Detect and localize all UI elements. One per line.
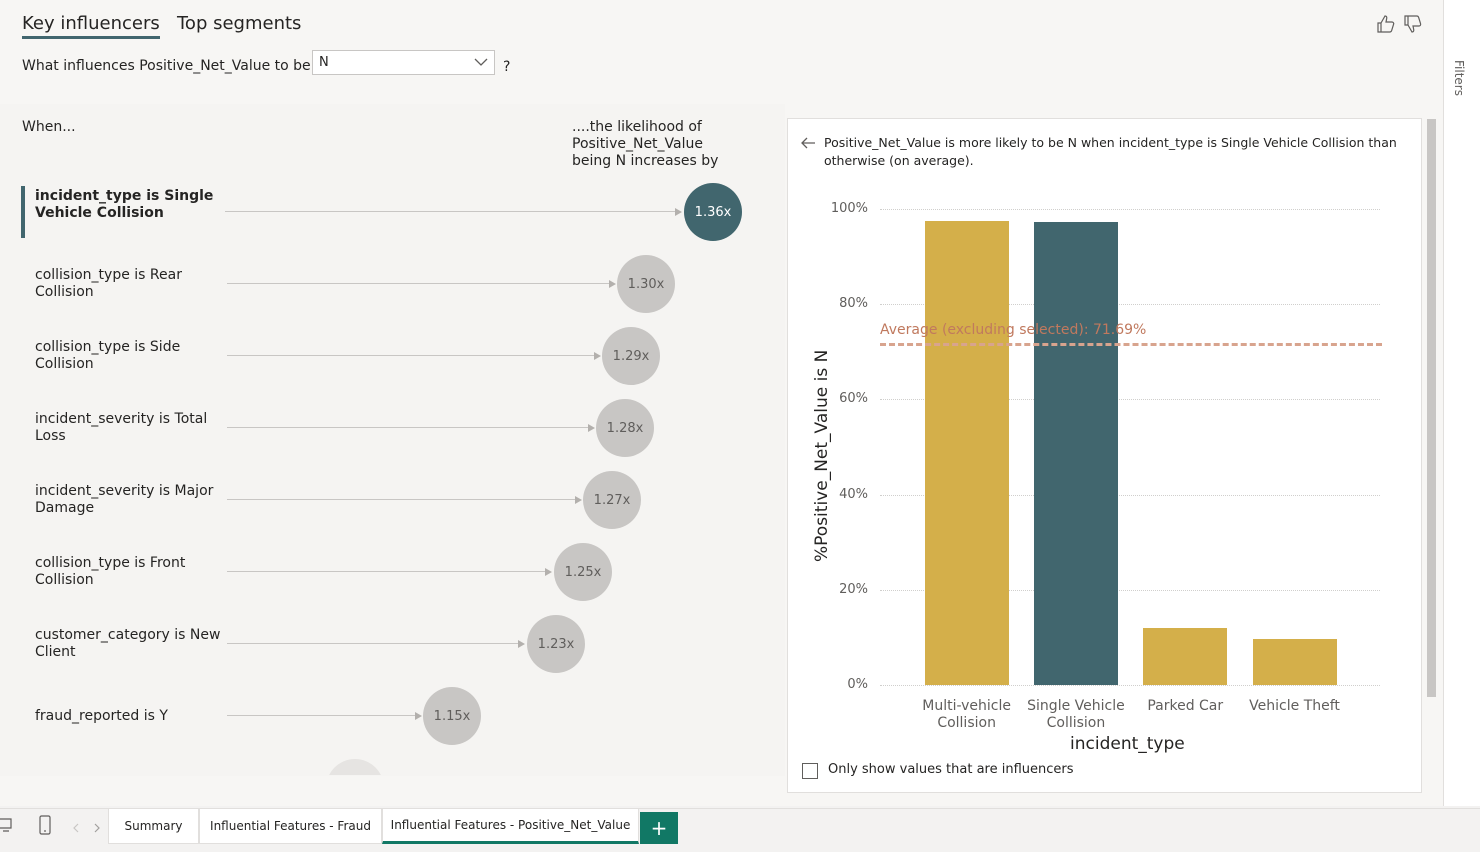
chevron-down-icon [474, 58, 488, 66]
y-tick-label: 60% [839, 391, 868, 407]
arrow-right-icon [588, 424, 595, 432]
y-gridline [880, 685, 1380, 686]
influencer-connector [227, 715, 415, 716]
page-tab-influential-fraud[interactable]: Influential Features - Fraud [199, 808, 382, 844]
page-tab-summary[interactable]: Summary [108, 808, 199, 844]
arrow-right-icon [545, 568, 552, 576]
back-arrow-icon[interactable] [800, 136, 816, 150]
y-gridline [880, 589, 1380, 591]
selected-indicator [21, 186, 25, 238]
x-axis-title: incident_type [1070, 734, 1185, 754]
influencer-connector [227, 427, 588, 428]
chart-bar[interactable] [1033, 221, 1118, 685]
influencer-connector [227, 283, 609, 284]
arrow-right-icon [518, 640, 525, 648]
influencer-label[interactable]: collision_type is Side Collision [35, 339, 181, 372]
influencer-label[interactable]: fraud_reported is Y [35, 708, 168, 724]
influencer-label[interactable]: customer_category is New Client [35, 627, 221, 660]
influencer-bubble[interactable]: 1.23x [527, 615, 585, 673]
x-tick-label: Vehicle Theft [1249, 698, 1340, 714]
influencer-connector [227, 571, 545, 572]
influencer-bubble[interactable]: 1.29x [602, 327, 660, 385]
chart-bar[interactable] [1143, 628, 1228, 685]
influencer-connector [227, 355, 594, 356]
filters-label[interactable]: Filters [1452, 60, 1466, 96]
dropdown-selected-value: N [319, 55, 329, 70]
thumbs-up-icon[interactable] [1376, 14, 1396, 34]
influencer-label[interactable]: incident_severity is Major Damage [35, 483, 214, 516]
influencer-label[interactable]: collision_type is Rear Collision [35, 267, 182, 300]
influencers-only-checkbox[interactable] [802, 763, 818, 779]
influencer-connector [227, 499, 575, 500]
average-line [880, 343, 1382, 346]
average-label: Average (excluding selected): 71.69% [880, 322, 1147, 338]
y-tick-label: 100% [830, 201, 868, 216]
y-tick-label: 20% [839, 581, 868, 597]
influencer-bubble[interactable]: 1.30x [617, 255, 675, 313]
influencer-connector [227, 643, 518, 644]
chart-bar[interactable] [1252, 639, 1337, 685]
arrow-right-icon [594, 352, 601, 360]
influence-question: What influences Positive_Net_Value to be [22, 58, 311, 74]
filters-pane-collapsed[interactable] [1443, 0, 1480, 806]
influencer-bubble[interactable]: 1.36x [684, 183, 742, 241]
question-mark: ? [503, 59, 511, 75]
arrow-right-icon [675, 208, 682, 216]
mobile-layout-icon[interactable] [38, 815, 52, 835]
y-tick-label: 80% [839, 296, 868, 312]
y-gridline [880, 304, 1380, 306]
influencers-only-label: Only show values that are influencers [828, 762, 1074, 777]
target-value-dropdown[interactable]: N [312, 50, 495, 75]
chart-bar[interactable] [924, 220, 1009, 685]
y-axis-title: %Positive_Net_Value is N [812, 349, 832, 562]
thumbs-down-icon[interactable] [1403, 14, 1423, 34]
y-gridline [880, 399, 1380, 401]
influencer-bubble[interactable]: 1.15x [423, 687, 481, 745]
when-label: When... [22, 119, 76, 135]
x-tick-label: Single Vehicle Collision [1027, 698, 1125, 731]
influencer-bubble[interactable]: 1.27x [583, 471, 641, 529]
page-tab-influential-positive-net-value[interactable]: Influential Features - Positive_Net_Valu… [382, 808, 639, 844]
chevron-left-icon[interactable] [72, 823, 80, 833]
arrow-right-icon [575, 496, 582, 504]
chevron-right-icon[interactable] [93, 823, 101, 833]
y-gridline [880, 209, 1380, 210]
likelihood-label: ....the likelihood of Positive_Net_Value… [572, 119, 719, 169]
influencer-label[interactable]: incident_severity is Total Loss [35, 411, 208, 444]
influencer-bubble[interactable]: 1.25x [554, 543, 612, 601]
y-tick-label: 0% [847, 677, 868, 692]
influencer-bubble-partial [326, 759, 384, 775]
desktop-layout-icon[interactable] [0, 816, 14, 834]
influencer-label[interactable]: collision_type is Front Collision [35, 555, 186, 588]
arrow-right-icon [415, 712, 422, 720]
list-clip [0, 740, 785, 775]
influencer-label[interactable]: incident_type is Single Vehicle Collisio… [35, 188, 214, 221]
influencer-connector [225, 211, 675, 212]
y-tick-label: 40% [839, 486, 868, 502]
influencer-bubble[interactable]: 1.28x [596, 399, 654, 457]
detail-description: Positive_Net_Value is more likely to be … [824, 135, 1397, 168]
detail-scrollbar[interactable] [1427, 119, 1436, 697]
tab-top-segments[interactable]: Top segments [177, 13, 302, 34]
tab-key-influencers[interactable]: Key influencers [22, 13, 160, 39]
x-tick-label: Parked Car [1147, 698, 1224, 714]
y-gridline [880, 494, 1380, 496]
arrow-right-icon [609, 280, 616, 288]
influencers-list-panel [0, 104, 785, 776]
add-page-button[interactable]: + [640, 812, 678, 844]
x-tick-label: Multi-vehicle Collision [922, 698, 1012, 731]
